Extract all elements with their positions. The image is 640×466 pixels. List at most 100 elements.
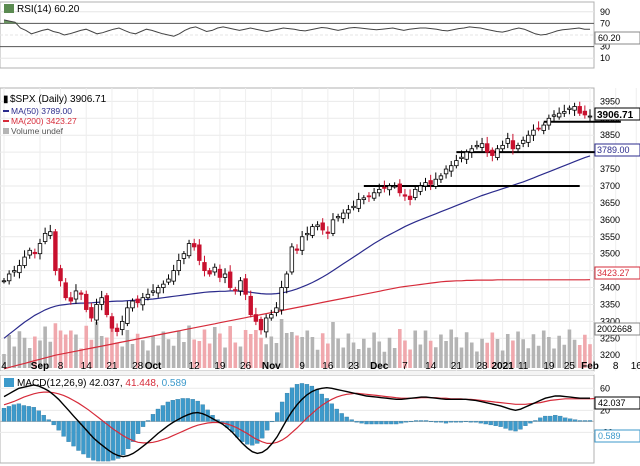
candle-body xyxy=(166,278,171,283)
volume-bar xyxy=(469,342,474,368)
candle-body xyxy=(109,316,115,329)
macd-hist-bar xyxy=(250,421,255,446)
volume-bar xyxy=(403,340,407,368)
ma50-value-box: 3789.00 xyxy=(594,143,640,157)
volume-bar xyxy=(459,347,464,368)
volume-value-box: 2002668 xyxy=(594,322,640,336)
macd-hist-bar xyxy=(145,420,151,422)
volume-bar xyxy=(290,332,294,368)
volume-bar xyxy=(392,348,397,368)
macd-hist-bar xyxy=(384,421,389,425)
macd-hist-bar xyxy=(488,421,493,426)
candle-body xyxy=(567,107,572,110)
macd-hist-bar xyxy=(155,408,161,422)
macd-hist-bar xyxy=(165,401,171,422)
macd-line xyxy=(3,384,590,458)
candle-body xyxy=(520,139,526,144)
candle-body xyxy=(397,183,403,194)
candle-body xyxy=(577,106,582,114)
macd-hist-bar xyxy=(463,421,468,423)
price-value-box: 3906.71 xyxy=(594,107,640,121)
candle-body xyxy=(125,307,130,324)
macd-hist-bar xyxy=(11,404,17,422)
price-icon: ▮ xyxy=(3,94,9,105)
macd-hist-bar xyxy=(41,415,46,422)
candle-body xyxy=(443,168,449,175)
macd-hist-bar xyxy=(478,421,483,424)
macd-hist-bar xyxy=(289,387,295,422)
volume-bar xyxy=(171,345,176,368)
macd-hist-bar xyxy=(21,405,27,422)
macd-hist-bar xyxy=(304,384,310,422)
rsi-tick-label: 10 xyxy=(600,53,610,63)
macd-hist-bar xyxy=(379,421,384,425)
volume-bar xyxy=(254,330,258,368)
candle-body xyxy=(248,295,253,316)
candle-body xyxy=(150,290,156,293)
candle-body xyxy=(120,320,125,330)
candle-body xyxy=(263,317,269,333)
macd-hist-bar xyxy=(51,421,56,426)
candle-body xyxy=(449,165,454,172)
volume-bar xyxy=(541,330,546,368)
candle-body xyxy=(459,156,464,159)
volume-bar xyxy=(552,348,556,368)
macd-legend: MACD(12,26,9) 42.037, 41.448, 0.589 xyxy=(4,378,187,389)
candle-body xyxy=(145,293,151,299)
volume-bar xyxy=(53,323,58,368)
volume-bar xyxy=(284,333,289,368)
macd-hist-bar xyxy=(270,421,275,423)
date-label: 2021 xyxy=(491,361,514,372)
date-label: 28 xyxy=(476,361,488,372)
macd-hist-bar xyxy=(409,421,414,423)
volume-bar xyxy=(264,344,268,368)
volume-bar xyxy=(449,329,454,368)
candle-body xyxy=(227,271,233,288)
candle-body xyxy=(562,111,567,114)
macd-hist-bar xyxy=(558,415,563,422)
macd-hist-bar xyxy=(255,421,260,444)
macd-hist-bar xyxy=(260,421,265,439)
macd-hist-bar xyxy=(36,410,41,422)
macd-hist-bar xyxy=(1,407,7,422)
volume-bar xyxy=(161,331,166,368)
macd-hist-bar xyxy=(135,421,141,434)
price-label: $SPX (Daily) 3906.71 xyxy=(10,94,107,105)
macd-tick-label: 20 xyxy=(600,405,610,415)
volume-bar xyxy=(423,330,428,368)
macd-legend-swatch xyxy=(4,378,14,387)
candle-body xyxy=(546,117,552,126)
volume-bar xyxy=(351,342,356,368)
candle-body xyxy=(202,262,207,272)
macd-hist-bar xyxy=(404,421,409,423)
candle-body xyxy=(351,205,356,209)
volume-bar xyxy=(387,337,392,368)
volume-bar xyxy=(228,326,232,368)
date-label: 14 xyxy=(425,361,437,372)
price-candles xyxy=(1,101,593,338)
volume-bar xyxy=(310,337,315,368)
volume-bar xyxy=(439,334,443,368)
candle-body xyxy=(505,138,510,144)
macd-hist-bar xyxy=(116,421,121,459)
macd-hist-bar xyxy=(572,419,578,422)
volume-bar xyxy=(382,351,387,368)
ma200-line xyxy=(3,279,591,370)
date-label: 23 xyxy=(348,361,360,372)
svg-text:0.589: 0.589 xyxy=(598,431,621,441)
candle-body xyxy=(73,290,79,300)
macd-hist-bar xyxy=(31,407,36,422)
volume-bar xyxy=(480,338,484,368)
macd-hist-bar xyxy=(121,421,126,456)
macd-hist-bar xyxy=(329,403,334,422)
candle-body xyxy=(407,195,413,200)
candle-body xyxy=(42,232,48,242)
price-axis-ticks: 3950390038503800375037003650360035503500… xyxy=(600,96,620,360)
macd-hist-bar xyxy=(394,421,399,425)
volume-bar xyxy=(428,340,433,368)
rsi-legend-swatch xyxy=(4,4,14,13)
candle-body xyxy=(335,216,341,219)
price-tick-label: 3550 xyxy=(600,232,620,242)
volume-bar xyxy=(331,322,335,368)
volume-bar xyxy=(94,322,99,368)
